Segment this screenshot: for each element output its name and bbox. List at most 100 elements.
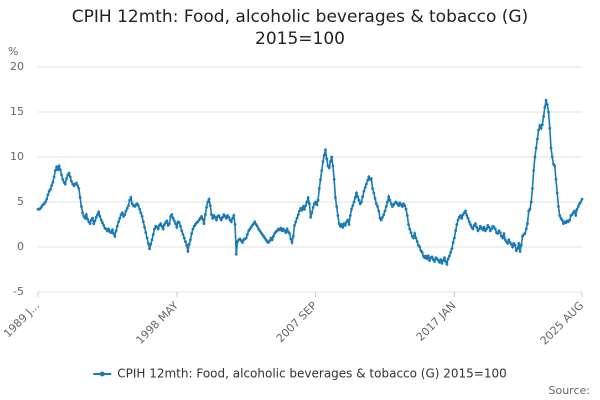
data-point — [433, 260, 436, 263]
data-point — [383, 209, 387, 213]
data-point — [548, 126, 552, 130]
data-point — [317, 187, 321, 190]
data-point — [531, 187, 534, 190]
series-line — [38, 100, 583, 267]
data-point — [384, 205, 388, 208]
data-point — [186, 250, 190, 253]
data-point — [88, 222, 92, 226]
data-point — [159, 222, 163, 226]
data-point — [557, 205, 560, 208]
data-point — [91, 216, 94, 220]
data-point — [336, 214, 340, 217]
data-point — [309, 215, 313, 219]
data-point — [430, 255, 434, 259]
data-point — [151, 233, 155, 236]
data-point — [438, 260, 441, 264]
data-point — [208, 204, 212, 208]
data-point — [315, 203, 319, 207]
data-point — [314, 200, 317, 204]
data-point — [501, 236, 505, 240]
data-point — [474, 222, 477, 226]
data-point — [440, 261, 444, 265]
data-point — [234, 252, 238, 256]
data-point — [481, 228, 485, 232]
data-point — [99, 218, 103, 222]
data-point — [60, 173, 63, 177]
data-point — [363, 186, 367, 190]
data-point — [372, 191, 376, 195]
data-point — [81, 211, 85, 215]
y-tick-label: -5 — [13, 285, 24, 298]
data-point — [232, 214, 236, 217]
data-point — [246, 233, 249, 236]
data-point — [306, 196, 310, 199]
data-point — [231, 216, 234, 220]
data-point — [535, 137, 539, 141]
data-point — [45, 197, 49, 201]
data-point — [101, 221, 104, 225]
data-point — [518, 250, 522, 253]
data-point — [68, 175, 72, 179]
data-point — [129, 196, 133, 199]
data-point — [153, 227, 156, 231]
data-point — [200, 215, 203, 218]
data-point — [167, 222, 171, 226]
data-point — [560, 218, 564, 222]
data-point — [532, 169, 536, 172]
data-point — [553, 164, 557, 168]
y-tick-label: 0 — [17, 240, 24, 253]
data-point — [445, 262, 449, 266]
data-point — [144, 231, 148, 235]
data-point — [573, 209, 576, 213]
data-point — [469, 223, 472, 226]
data-point — [331, 164, 335, 168]
data-point — [316, 198, 320, 202]
data-point — [307, 202, 311, 206]
data-point — [507, 238, 511, 242]
data-point — [379, 218, 383, 222]
data-point — [387, 195, 391, 199]
data-point — [44, 200, 47, 204]
data-point — [202, 222, 206, 226]
data-point — [289, 237, 293, 241]
data-point — [524, 227, 528, 231]
data-point — [141, 220, 145, 224]
data-point — [547, 110, 550, 114]
data-point — [92, 222, 96, 226]
data-point — [189, 238, 192, 242]
y-tick-label: 15 — [10, 105, 24, 118]
data-point — [224, 216, 228, 220]
data-point — [298, 209, 301, 213]
data-point — [369, 177, 373, 181]
data-point — [455, 223, 459, 226]
data-point — [174, 222, 177, 226]
data-point — [517, 242, 521, 245]
data-point — [348, 214, 352, 217]
data-point — [227, 215, 231, 219]
data-point — [554, 178, 558, 181]
data-point — [528, 207, 532, 211]
data-point — [413, 232, 417, 235]
data-point — [145, 236, 149, 240]
data-point — [389, 202, 393, 206]
data-point — [465, 214, 469, 217]
data-point — [161, 227, 165, 231]
data-point — [98, 215, 102, 218]
data-point — [540, 123, 544, 126]
data-point — [533, 155, 537, 159]
data-point — [397, 204, 401, 208]
data-point — [113, 234, 117, 238]
data-point — [543, 106, 547, 109]
data-point — [576, 205, 580, 208]
data-point — [75, 181, 78, 185]
data-point — [448, 254, 451, 258]
data-point — [93, 219, 97, 223]
data-point — [79, 205, 83, 208]
data-point — [291, 234, 295, 238]
data-point — [109, 231, 113, 235]
data-point — [241, 241, 244, 244]
data-point — [171, 216, 175, 220]
data-point — [485, 227, 488, 231]
data-point — [324, 148, 327, 152]
